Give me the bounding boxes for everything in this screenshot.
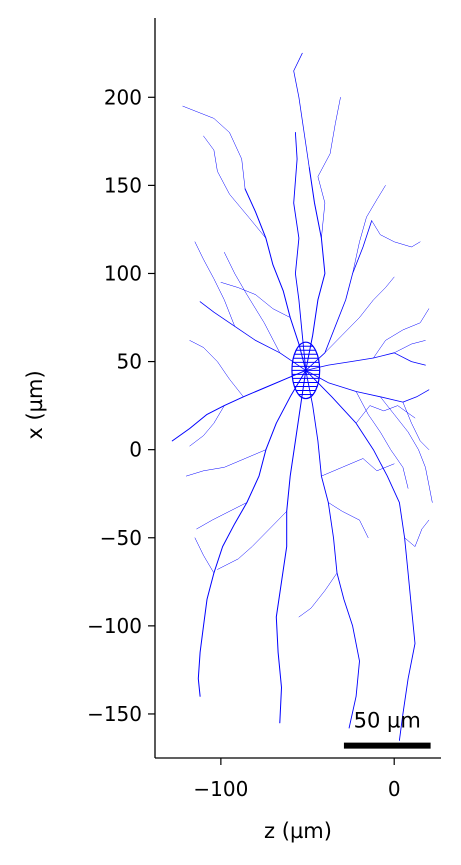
soma [291, 341, 321, 400]
neurite-13 [305, 370, 430, 403]
x-tick-label-1: 0 [388, 777, 401, 801]
neuron-traces [171, 52, 433, 741]
y-axis-label: x (µm) [23, 370, 47, 439]
y-tick-label-5: −50 [100, 526, 142, 550]
x-axis-label: z (µm) [264, 819, 332, 843]
neurite-30 [217, 511, 287, 570]
y-tick-label-4: 0 [129, 438, 142, 462]
neurite-32 [328, 502, 369, 539]
x-ticks: −100 0 [193, 758, 401, 801]
neurite-11 [373, 308, 430, 359]
neurite-21 [224, 252, 281, 354]
neurite-8 [352, 185, 386, 274]
y-ticks: 200 150 100 50 0 −50 −100 −150 [87, 85, 155, 726]
neurite-34 [324, 276, 395, 354]
neurite-35 [220, 282, 291, 318]
neurite-15 [402, 401, 430, 450]
neurite-0 [244, 188, 307, 371]
neurite-9 [371, 220, 421, 248]
y-tick-label-2: 100 [104, 261, 142, 285]
neurite-33 [355, 405, 416, 424]
neurite-18 [189, 340, 244, 398]
neurite-22 [197, 369, 307, 697]
neurite-14 [380, 396, 433, 503]
neurite-6 [203, 135, 267, 239]
neurite-2 [305, 167, 326, 371]
neurite-26 [305, 369, 360, 729]
neurite-3 [293, 52, 310, 169]
y-tick-label-6: −100 [87, 614, 142, 638]
y-tick-label-0: 200 [104, 85, 142, 109]
neurite-29 [298, 572, 338, 618]
scale-bar-label: 50 µm [354, 709, 421, 733]
y-tick-label-7: −150 [87, 702, 142, 726]
neurite-27 [305, 369, 416, 741]
neurite-12 [393, 340, 426, 354]
axes [154, 18, 441, 759]
scale-bar: 50 µm [343, 709, 431, 749]
neurite-7 [305, 220, 373, 371]
neurite-10 [305, 352, 426, 371]
neurite-25 [275, 369, 307, 724]
neurite-20 [194, 241, 235, 327]
neurite-1 [293, 132, 307, 371]
neurite-28 [404, 519, 430, 547]
neurite-23 [196, 502, 248, 530]
neurite-4 [317, 97, 341, 239]
x-tick-label-0: −100 [193, 777, 248, 801]
neurite-37 [194, 537, 215, 574]
y-tick-label-3: 50 [117, 350, 142, 374]
neurite-24 [185, 449, 267, 477]
neurite-31 [321, 458, 395, 477]
neurite-17 [171, 369, 307, 442]
neurite-16 [355, 391, 409, 489]
neurite-36 [189, 405, 225, 447]
neurite-5 [182, 105, 246, 190]
neurite-19 [199, 301, 307, 371]
y-tick-label-1: 150 [104, 173, 142, 197]
